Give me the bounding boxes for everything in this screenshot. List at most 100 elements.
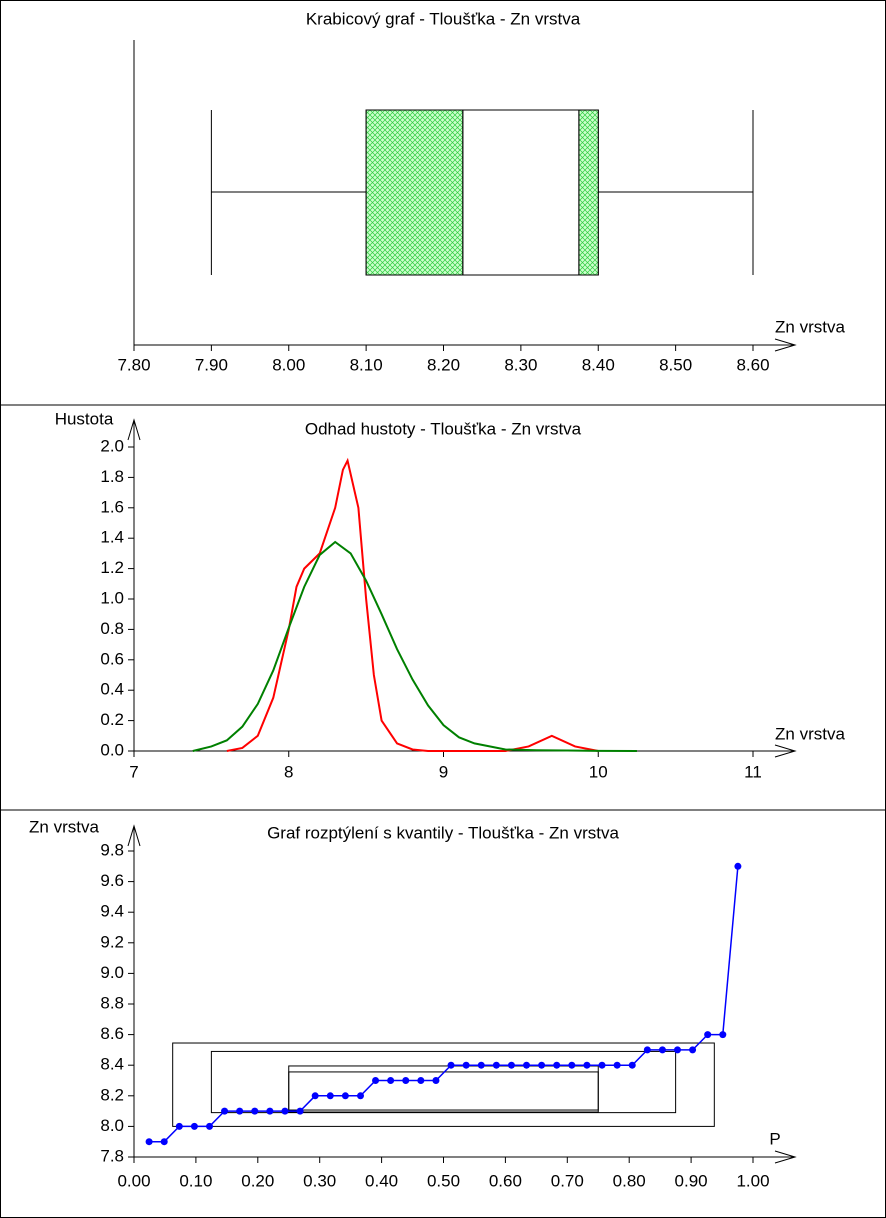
- point: [190, 1122, 198, 1130]
- x-tick-label: 1.00: [736, 1171, 769, 1190]
- point: [583, 1061, 591, 1069]
- y-tick-label: 9.2: [100, 932, 124, 951]
- y-tick-label: 1.8: [100, 467, 124, 486]
- x-tick-label: 8.50: [659, 355, 692, 374]
- hatched-region: [578, 109, 599, 276]
- y-tick-label: 0.8: [100, 619, 124, 638]
- point: [462, 1061, 470, 1069]
- point: [221, 1107, 229, 1115]
- point: [507, 1061, 515, 1069]
- point: [568, 1061, 576, 1069]
- point: [613, 1061, 621, 1069]
- point: [523, 1061, 531, 1069]
- x-tick-label: 8: [284, 762, 293, 781]
- x-tick-label: 0.10: [179, 1171, 212, 1190]
- x-tick-label: 10: [589, 762, 608, 781]
- x-tick-label: 0.40: [365, 1171, 398, 1190]
- density-line: [226, 457, 599, 752]
- point: [356, 1092, 364, 1100]
- x-tick-label: 8.40: [582, 355, 615, 374]
- point: [341, 1092, 349, 1100]
- point: [402, 1077, 410, 1084]
- y-tick-label: 1.0: [100, 588, 124, 607]
- quantile-line: [149, 866, 739, 1143]
- point: [372, 1077, 380, 1084]
- quantile-box: [172, 1042, 715, 1127]
- quantile-box: [210, 1050, 677, 1114]
- y-tick-label: 0.4: [100, 680, 124, 699]
- point: [417, 1077, 425, 1084]
- x-tick-label: 8.10: [350, 355, 383, 374]
- point: [160, 1138, 168, 1146]
- point: [387, 1077, 395, 1084]
- x-tick-label: 0.50: [427, 1171, 460, 1190]
- x-tick-label: 9: [439, 762, 448, 781]
- y-tick-label: 1.4: [100, 528, 124, 547]
- x-tick-label: 0.70: [551, 1171, 584, 1190]
- y-tick-label: 7.8: [100, 1146, 124, 1165]
- point: [447, 1061, 455, 1069]
- x-tick-label: 7.90: [195, 355, 228, 374]
- point: [673, 1046, 681, 1054]
- point: [326, 1092, 334, 1100]
- y-tick-label: 8.2: [100, 1085, 124, 1104]
- point: [689, 1046, 697, 1054]
- point: [598, 1061, 606, 1069]
- y-tick-label: 8.4: [100, 1055, 124, 1074]
- chart-title: Krabicový graf - Tloušťka - Zn vrstva: [306, 9, 581, 28]
- axis-arrow: [127, 824, 141, 847]
- y-axis-label: Zn vrstva: [29, 817, 99, 836]
- x-tick-label: 8.30: [504, 355, 537, 374]
- x-tick-label: 0.80: [613, 1171, 646, 1190]
- x-tick-label: 0.90: [675, 1171, 708, 1190]
- point: [432, 1077, 440, 1084]
- chart-title: Odhad hustoty - Tloušťka - Zn vrstva: [305, 419, 582, 438]
- point: [704, 1031, 712, 1039]
- point: [175, 1122, 183, 1130]
- y-tick-label: 0.2: [100, 710, 124, 729]
- axis-arrow: [127, 418, 141, 441]
- y-tick-label: 8.6: [100, 1024, 124, 1043]
- y-tick-label: 9.8: [100, 840, 124, 859]
- point: [251, 1107, 259, 1115]
- y-tick-label: 1.2: [100, 558, 124, 577]
- y-tick-label: 8.8: [100, 993, 124, 1012]
- point: [492, 1061, 500, 1069]
- y-tick-label: 9.0: [100, 963, 124, 982]
- axis-arrow: [774, 1150, 797, 1164]
- y-tick-label: 8.0: [100, 1116, 124, 1135]
- point: [538, 1061, 546, 1069]
- point: [477, 1061, 485, 1069]
- x-tick-label: 0.00: [117, 1171, 150, 1190]
- point: [206, 1122, 214, 1130]
- x-tick-label: 0.20: [241, 1171, 274, 1190]
- x-tick-label: 0.30: [303, 1171, 336, 1190]
- point: [281, 1107, 289, 1115]
- axis-arrow: [774, 338, 797, 352]
- axis-arrow: [774, 744, 797, 758]
- y-tick-label: 1.6: [100, 497, 124, 516]
- point: [296, 1107, 304, 1115]
- point: [643, 1046, 651, 1054]
- chart-title: Graf rozptýlení s kvantily - Tloušťka - …: [267, 823, 619, 842]
- x-tick-label: 0.60: [489, 1171, 522, 1190]
- point: [734, 862, 742, 870]
- x-axis-label: Zn vrstva: [775, 724, 845, 743]
- point: [553, 1061, 561, 1069]
- x-tick-label: 7.80: [117, 355, 150, 374]
- y-tick-label: 9.6: [100, 871, 124, 890]
- x-tick-label: 8.60: [736, 355, 769, 374]
- point: [236, 1107, 244, 1115]
- point: [628, 1061, 636, 1069]
- density-line: [192, 540, 637, 752]
- hatched-region: [365, 109, 464, 276]
- x-tick-label: 8.20: [427, 355, 460, 374]
- point: [145, 1138, 153, 1146]
- point: [658, 1046, 666, 1054]
- y-tick-label: 9.4: [100, 902, 124, 921]
- x-tick-label: 7: [129, 762, 138, 781]
- quantile-box: [288, 1071, 599, 1113]
- y-tick-label: 0.6: [100, 649, 124, 668]
